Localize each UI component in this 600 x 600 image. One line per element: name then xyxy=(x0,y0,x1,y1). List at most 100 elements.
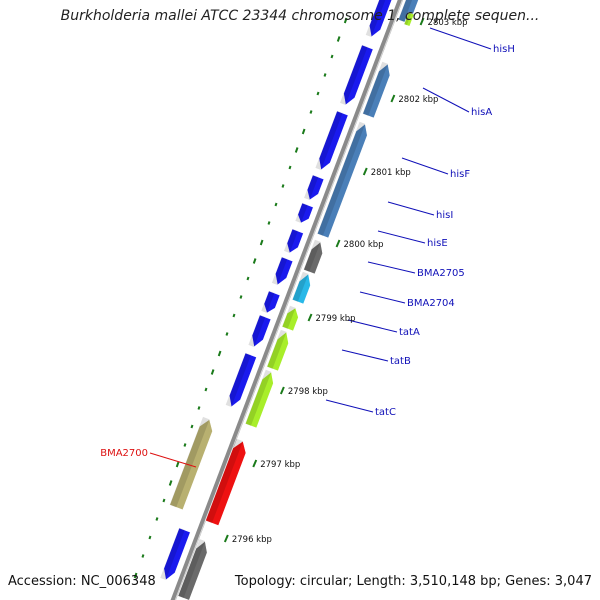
gc-tick xyxy=(190,424,194,429)
kbp-tick-mark xyxy=(390,94,396,103)
gene-BMA2705 xyxy=(291,273,311,305)
gene-blue-8 xyxy=(251,314,272,348)
gc-tick xyxy=(336,36,341,42)
leader-hisI xyxy=(387,201,435,216)
gene-blue-7 xyxy=(263,290,281,314)
gc-tick xyxy=(197,406,201,410)
kbp-tick-label: 2798 kbp xyxy=(288,387,328,397)
gc-tick xyxy=(294,147,299,153)
gene-blue-6 xyxy=(275,256,294,286)
kbp-tick-mark xyxy=(362,167,368,176)
leader-BMA2704 xyxy=(359,291,406,304)
gc-tick xyxy=(168,480,173,486)
gene-features xyxy=(160,0,419,600)
gene-label-hisF: hisF xyxy=(450,169,470,180)
gc-tick xyxy=(259,239,264,246)
gene-blue-4-shade xyxy=(295,202,308,224)
gene-gray-bottom xyxy=(177,540,208,600)
gene-tatC-shade xyxy=(245,369,272,426)
gene-BMA2700-shade xyxy=(205,438,243,524)
gc-tick xyxy=(288,165,292,170)
gene-blue-9-shade xyxy=(225,352,252,408)
kbp-ticks: 2803 kbp 2802 kbp 2801 kbp 2800 kbp 2799 kbp… xyxy=(223,17,468,545)
gene-hisE-shade xyxy=(303,239,321,272)
leader-tatA xyxy=(347,319,398,333)
gc-tick xyxy=(232,313,236,318)
gene-hisH-shade xyxy=(398,0,413,22)
leader-BMA2705 xyxy=(367,261,416,274)
kbp-tick-label: 2799 kbp xyxy=(316,314,356,324)
gc-tick xyxy=(210,369,215,375)
gene-khaki-shade xyxy=(169,416,210,508)
kbp-tick-label: 2796 kbp xyxy=(232,535,272,545)
gene-blue-8-shade xyxy=(248,314,266,348)
gene-blue-2-shade xyxy=(315,110,343,171)
gene-blue-4 xyxy=(297,202,314,224)
gene-hisF-hisI-shade xyxy=(317,121,366,236)
leader-hisE xyxy=(377,230,426,244)
gene-blue-9 xyxy=(228,352,257,408)
gc-tick xyxy=(225,332,229,336)
gene-BMA2705-shade xyxy=(292,271,309,302)
gc-tick xyxy=(175,461,180,468)
gene-gray-bottom-shade xyxy=(177,539,206,599)
accession-text: Accession: NC_006348 xyxy=(8,574,156,589)
gene-blue-3 xyxy=(306,174,325,201)
gc-tick xyxy=(133,572,138,579)
leader-hisF xyxy=(401,157,449,175)
gc-tick xyxy=(323,73,327,77)
gc-tick xyxy=(309,110,313,114)
gc-tick xyxy=(281,184,285,188)
gene-blue-1-shade xyxy=(340,44,368,106)
gc-skew-ticks xyxy=(133,17,348,579)
gene-label-hisH: hisH xyxy=(493,44,515,55)
gc-tick xyxy=(204,387,208,392)
kbp-tick-label: 2803 kbp xyxy=(428,18,468,28)
gc-tick xyxy=(274,202,278,207)
gene-label-BMA2705: BMA2705 xyxy=(417,268,465,279)
topology-text: Topology: circular; Length: 3,510,148 bp… xyxy=(234,574,592,589)
gene-blue-7-shade xyxy=(261,290,275,314)
gc-tick xyxy=(330,54,334,59)
gc-tick xyxy=(316,91,320,96)
kbp-tick-label: 2800 kbp xyxy=(344,240,384,250)
label-leaders: hisH hisA hisF hisI hisE BMA2705 BMA2704 tatA ta… xyxy=(100,27,515,468)
gene-label-hisE: hisE xyxy=(427,238,448,249)
kbp-tick-label: 2801 kbp xyxy=(371,168,411,178)
gene-hisE xyxy=(303,241,323,275)
gene-lime-top-shade xyxy=(404,12,412,26)
gc-tick xyxy=(141,554,145,558)
gc-tick xyxy=(239,295,243,299)
kbp-tick-mark xyxy=(279,386,285,395)
gene-blue-1 xyxy=(343,44,374,106)
gene-lime-top xyxy=(403,11,415,27)
kbp-tick-label: 2797 kbp xyxy=(260,460,300,470)
gc-tick xyxy=(252,258,257,264)
gc-tick xyxy=(246,276,250,281)
gc-tick xyxy=(155,517,159,521)
gene-label-tatC: tatC xyxy=(375,407,396,418)
gene-tatB-shade xyxy=(266,329,287,369)
leader-BMA2700 xyxy=(149,452,197,468)
gene-blue-bottom-shade xyxy=(160,527,185,581)
gc-tick xyxy=(267,221,271,225)
gc-tick xyxy=(217,350,222,357)
gc-tick xyxy=(148,535,152,540)
gene-blue-6-shade xyxy=(271,256,288,286)
leader-hisH xyxy=(429,27,492,50)
kbp-tick-mark xyxy=(223,534,229,543)
gene-label-tatB: tatB xyxy=(390,356,411,367)
kbp-tick-mark xyxy=(419,17,425,26)
gene-BMA2700 xyxy=(205,440,247,527)
gene-hisA-shade xyxy=(362,61,388,116)
gene-blue-3-shade xyxy=(304,174,319,201)
gc-tick xyxy=(183,443,187,447)
gene-label-hisI: hisI xyxy=(436,210,453,221)
gene-khaki xyxy=(169,418,213,511)
gene-label-BMA2704: BMA2704 xyxy=(407,298,455,309)
gene-tatA-shade xyxy=(282,305,296,329)
gene-blue-0-shade xyxy=(365,0,386,38)
leader-tatC xyxy=(325,399,374,413)
